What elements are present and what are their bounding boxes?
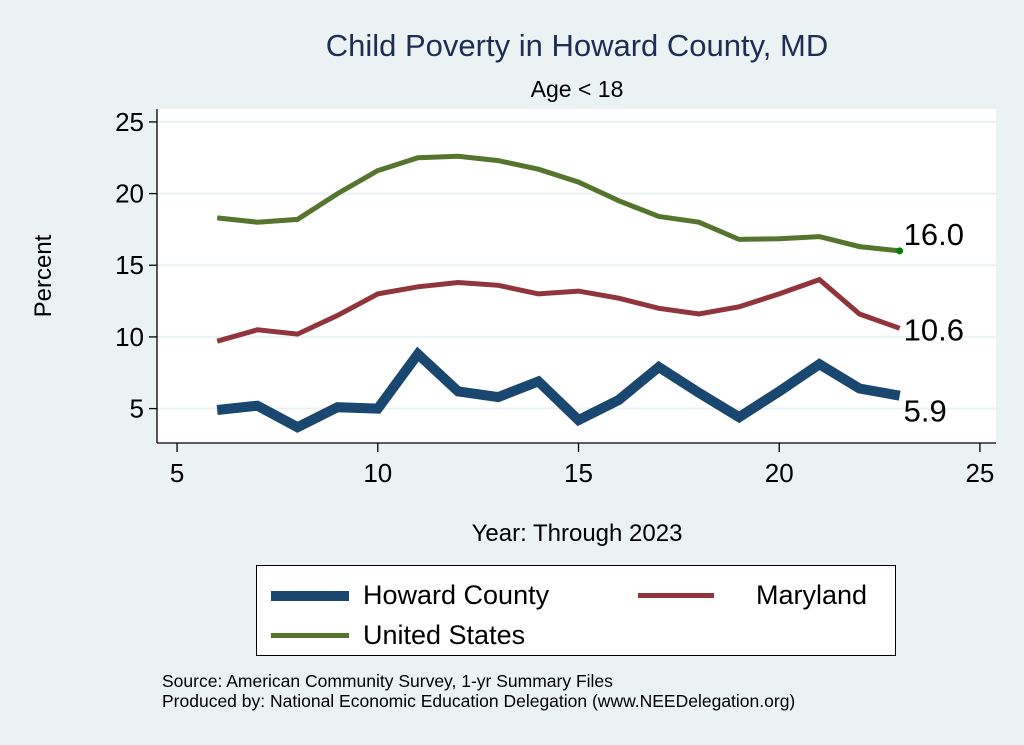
legend-swatch-maryland (638, 593, 714, 598)
y-tick-label: 15 (115, 250, 144, 280)
chart-title: Child Poverty in Howard County, MD (325, 28, 829, 63)
series-line-howard-county (216, 346, 901, 433)
series-line-maryland (216, 276, 901, 344)
series-line-united-states (216, 153, 900, 254)
legend-swatch-howard-county (271, 590, 349, 601)
legend-label: Maryland (756, 580, 868, 610)
legend-label: Howard County (363, 580, 550, 610)
end-marker-united-states (896, 247, 904, 255)
end-label-howard-county: 5.9 (904, 394, 947, 429)
end-label-united-states: 16.0 (904, 217, 964, 252)
y-tick-label: 25 (115, 107, 144, 137)
x-tick-label: 10 (363, 458, 392, 488)
x-axis-label: Year: Through 2023 (471, 520, 683, 547)
x-tick-label: 20 (765, 458, 794, 488)
x-tick-label: 25 (965, 458, 994, 488)
y-tick-label: 10 (115, 322, 144, 352)
source-note: Source: American Community Survey, 1-yr … (162, 671, 613, 691)
legend-item-united-states: United States (271, 620, 525, 651)
x-tick-label: 15 (564, 458, 593, 488)
producer-note: Produced by: National Economic Education… (162, 691, 796, 711)
legend-swatch-united-states (271, 633, 349, 638)
y-tick-label: 20 (115, 179, 144, 209)
legend: Howard County Maryland United States (256, 565, 896, 656)
x-tick-label: 5 (170, 458, 184, 488)
footer-notes: Source: American Community Survey, 1-yr … (162, 671, 795, 711)
end-label-maryland: 10.6 (904, 312, 964, 347)
legend-item-howard-county: Howard County (271, 580, 549, 611)
legend-label: United States (363, 620, 526, 650)
chart-subtitle: Age < 18 (530, 76, 624, 102)
legend-item-maryland: Maryland (638, 580, 867, 611)
y-tick-label: 5 (130, 394, 144, 424)
